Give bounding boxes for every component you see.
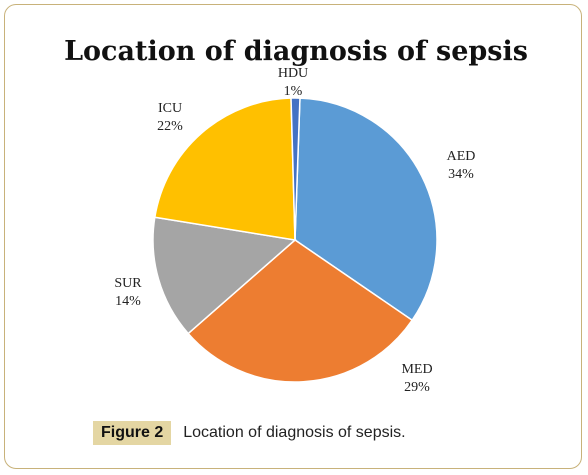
pie-slice-hdu bbox=[290, 97, 301, 241]
slice-label-aed: AED bbox=[447, 149, 476, 164]
pie-chart: Location of diagnosis of sepsis AED 34% ME… bbox=[64, 36, 528, 395]
pie-labels: AED 34% MED 29% SUR 14% ICU 22% HDU 1% bbox=[114, 66, 475, 395]
figure-number: Figure 2 bbox=[93, 421, 172, 445]
slice-value-icu: 22% bbox=[157, 119, 183, 134]
slice-label-hdu: HDU bbox=[278, 66, 308, 81]
slice-label-icu: ICU bbox=[158, 101, 182, 116]
pie-slice-aed bbox=[294, 97, 438, 322]
chart-title: Location of diagnosis of sepsis bbox=[64, 36, 528, 67]
slice-value-hdu: 1% bbox=[284, 84, 303, 99]
slice-value-sur: 14% bbox=[115, 294, 141, 309]
figure-caption: Figure 2 Location of diagnosis of sepsis… bbox=[93, 420, 406, 446]
pie-slice-sur bbox=[152, 216, 297, 335]
pie-slice-icu bbox=[153, 97, 296, 241]
slice-label-med: MED bbox=[401, 362, 432, 377]
pie-slices bbox=[152, 97, 438, 383]
caption-text: Location of diagnosis of sepsis. bbox=[183, 424, 406, 441]
slice-label-sur: SUR bbox=[114, 276, 142, 291]
slice-value-med: 29% bbox=[404, 380, 430, 395]
pie-slice-med bbox=[187, 239, 414, 383]
slice-value-aed: 34% bbox=[448, 167, 474, 182]
